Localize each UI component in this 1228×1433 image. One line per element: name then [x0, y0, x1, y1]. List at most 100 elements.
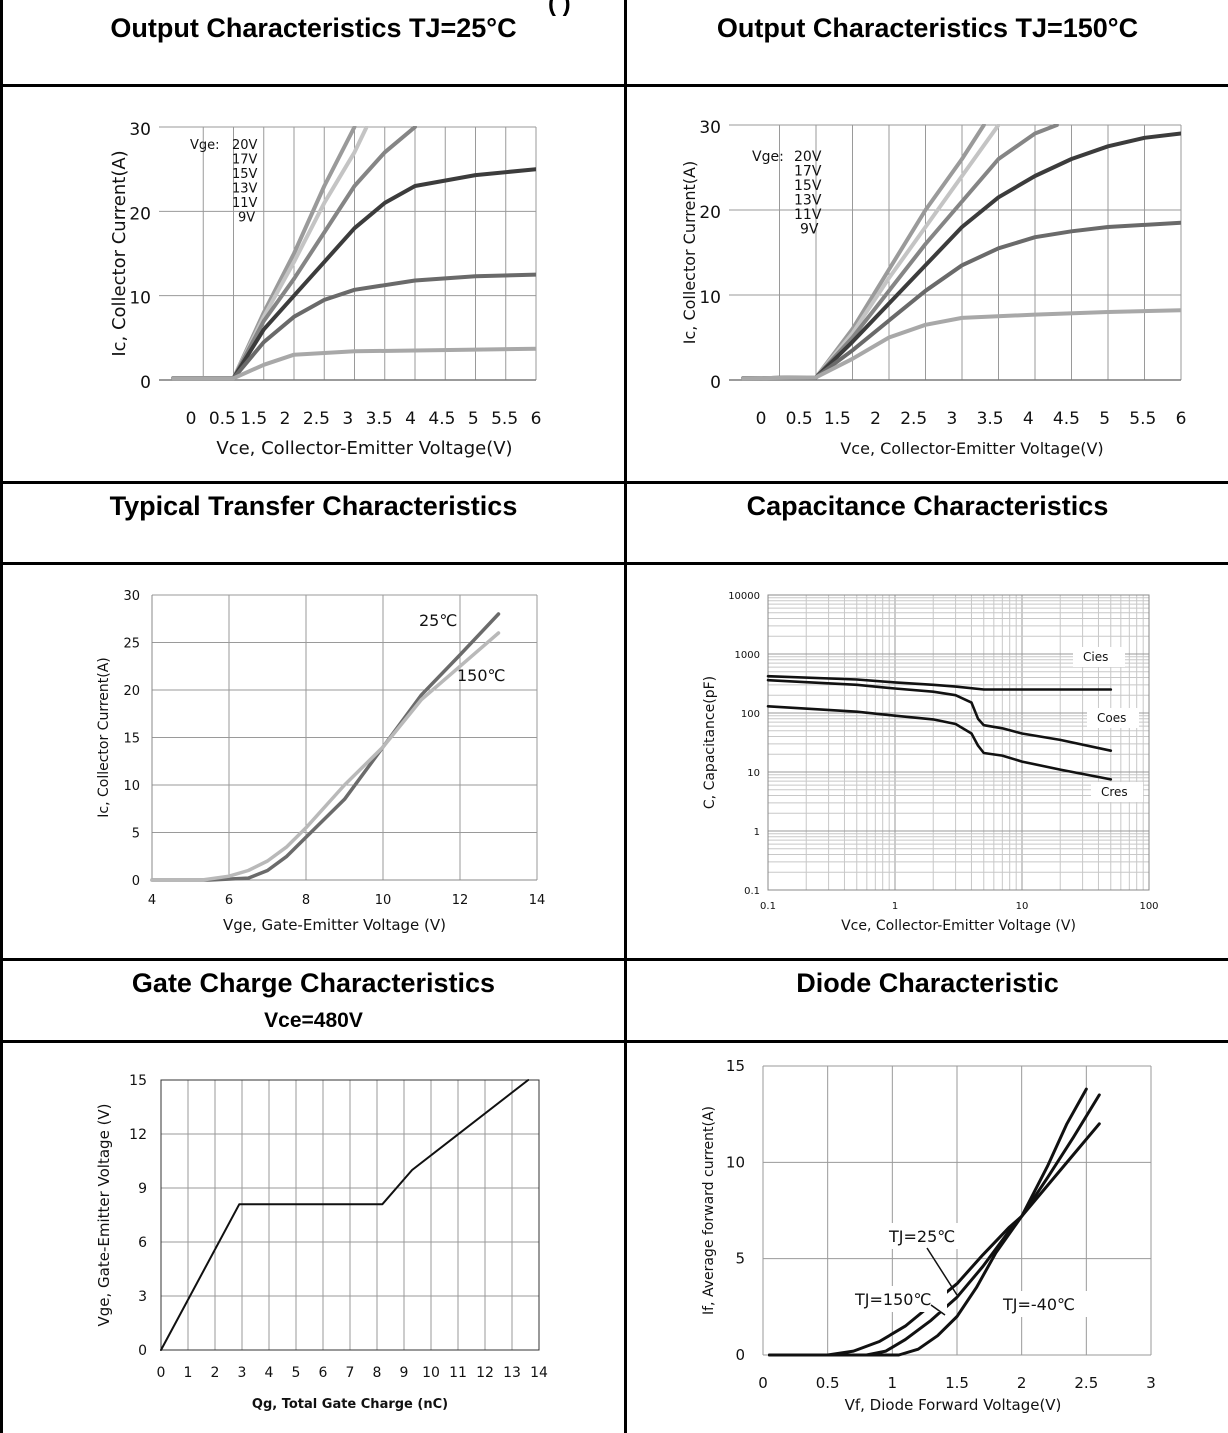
x-tick-label: 100 [1139, 901, 1158, 912]
y-tick-label: 30 [699, 118, 721, 138]
x-tick-label: 9 [400, 1365, 409, 1381]
x-tick-label: 5 [468, 409, 479, 429]
border-row1 [0, 84, 1228, 87]
series-label-bg [1073, 647, 1125, 667]
x-tick-label: 2 [870, 409, 881, 429]
x-tick-label: 2.5 [1074, 1374, 1098, 1392]
y-tick-label: 15 [129, 1073, 147, 1089]
legend-entry: 11V [232, 196, 258, 211]
x-tick-label: 14 [529, 893, 546, 908]
plot-frame [767, 594, 1150, 891]
series-label-bg [849, 1286, 947, 1312]
x-tick-label: 3.5 [366, 409, 393, 429]
x-tick-label: 5.5 [1129, 409, 1156, 429]
series-label-bg [1091, 782, 1143, 802]
chart-capacitance: 0.1 1 10 100 1000 10000 0.1 1 10 100 Vce, Collecto… [702, 591, 1159, 934]
series-label-Coes: Coes [1097, 711, 1126, 725]
border-row5 [0, 1040, 1228, 1043]
legend-entry: 9V [800, 222, 819, 238]
series-label-bg [1087, 708, 1139, 728]
panel-title-output150: Output Characteristics TJ=150°C [716, 13, 1139, 43]
chart-output-150c: 0 10 20 30 0 0.5 1.5 2 2.5 3 3.5 4 4.5 5 5.5 6 Vce, Coll… [680, 118, 1187, 458]
x-tick-label: 3 [238, 1365, 247, 1381]
panel-title-diode: Diode Characteristic [796, 968, 1059, 998]
x-tick-label: 1.5 [945, 1374, 969, 1392]
series-label-Cres: Cres [1101, 785, 1128, 799]
y-tick-label: 15 [726, 1057, 745, 1075]
x-tick-label: 0 [758, 1374, 768, 1392]
y-axis-label: Ic, Collector Current(A) [680, 161, 699, 344]
series-line-Coes [766, 678, 1113, 752]
x-tick-label: 6 [225, 893, 233, 908]
x-tick-label: 8 [373, 1365, 382, 1381]
x-tick-label: 4.5 [428, 409, 455, 429]
legend-title: Vge: [752, 149, 784, 165]
series-line-Vge [160, 1079, 530, 1351]
panel-title-output25: Output Characteristics TJ=25°C [110, 13, 517, 43]
x-tick-label: 4 [1023, 409, 1034, 429]
series-label-25c: 25℃ [419, 611, 457, 630]
y-tick-label: 25 [123, 637, 140, 652]
x-tick-label: 0.5 [209, 409, 236, 429]
y-axis-label: Vge, Gate-Emitter Voltage (V) [95, 1103, 113, 1326]
legend-entry: 20V [232, 138, 258, 153]
border-row4 [0, 958, 1228, 961]
series-line-Cres [766, 705, 1113, 781]
y-tick-label: 1000 [735, 650, 760, 661]
x-tick-label: 10 [422, 1365, 440, 1381]
series-label-150c: 150℃ [457, 666, 506, 685]
legend-title: Vge: [190, 138, 220, 153]
y-tick-label: 0 [735, 1346, 745, 1364]
x-axis-label: Vge, Gate-Emitter Voltage (V) [223, 916, 446, 934]
x-tick-label: 0 [157, 1365, 166, 1381]
x-tick-label: 1.5 [824, 409, 851, 429]
x-tick-label: 1 [892, 901, 898, 912]
x-tick-label: 4 [265, 1365, 274, 1381]
series-line-9V [741, 308, 1181, 381]
y-tick-label: 20 [699, 203, 721, 223]
x-tick-label: 6 [1176, 409, 1187, 429]
series-line-9V [171, 346, 536, 381]
x-tick-label: 0.5 [816, 1374, 840, 1392]
border-row3 [0, 562, 1228, 565]
legend-entry: 11V [794, 207, 822, 223]
x-tick-label: 5 [1099, 409, 1110, 429]
series-label-Cies: Cies [1083, 650, 1108, 664]
legend-entry: 13V [794, 193, 822, 209]
y-tick-label: 20 [129, 204, 151, 224]
x-tick-label: 5.5 [491, 409, 518, 429]
x-tick-label: 12 [476, 1365, 494, 1381]
x-axis-label: Vce, Collector-Emitter Voltage(V) [216, 438, 512, 459]
y-tick-label: 6 [138, 1235, 147, 1251]
legend-entry: 15V [794, 178, 822, 194]
y-tick-label: 30 [123, 589, 140, 604]
x-tick-label: 4 [148, 893, 156, 908]
x-tick-label: 0.5 [786, 409, 813, 429]
x-tick-label: 3 [946, 409, 957, 429]
y-tick-label: 1 [754, 827, 760, 838]
x-tick-label: 3.5 [977, 409, 1004, 429]
y-tick-label: 0 [132, 874, 140, 889]
series-label-TJ=-40℃: TJ=-40℃ [1002, 1295, 1075, 1314]
border-left [0, 0, 3, 1433]
x-tick-label: 0 [756, 409, 767, 429]
x-tick-label: 13 [503, 1365, 521, 1381]
x-tick-label: 3 [342, 409, 353, 429]
x-axis-label: Vf, Diode Forward Voltage(V) [845, 1396, 1062, 1414]
x-tick-label: 14 [530, 1365, 548, 1381]
label-leader-line [926, 1247, 958, 1296]
border-middle [624, 0, 627, 1433]
series-line-TJ=-40℃ [768, 1087, 1088, 1357]
series-label-bg [883, 1223, 981, 1249]
x-tick-label: 6 [531, 409, 542, 429]
y-axis-label: C, Capacitance(pF) [702, 676, 718, 809]
panel-title-gatecharge: Gate Charge Characteristics [131, 968, 496, 998]
y-tick-label: 10 [747, 768, 760, 779]
x-tick-label: 4.5 [1053, 409, 1080, 429]
y-tick-label: 10000 [728, 591, 760, 602]
y-tick-label: 15 [123, 732, 140, 747]
legend-entry: 13V [232, 182, 258, 197]
x-tick-label: 7 [346, 1365, 355, 1381]
